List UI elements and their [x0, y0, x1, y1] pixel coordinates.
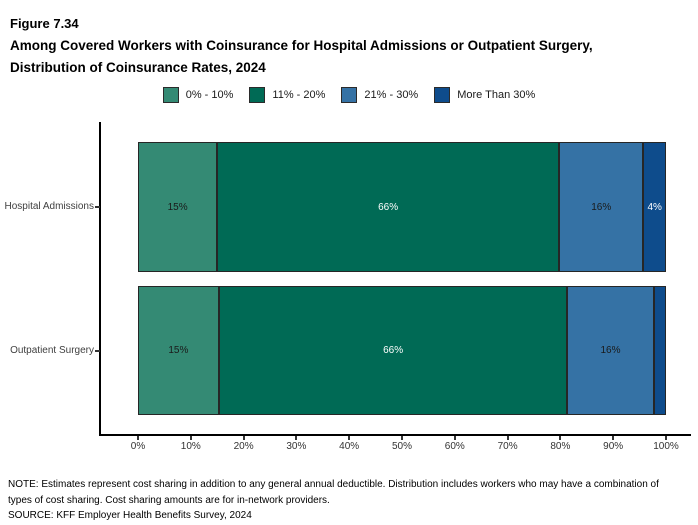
source-line: SOURCE: KFF Employer Health Benefits Sur… [8, 510, 252, 521]
x-axis-tick [401, 436, 403, 440]
legend-item-2: 11% - 20% [249, 87, 325, 103]
category-label: Hospital Admissions [4, 201, 94, 212]
legend-label: 21% - 30% [364, 89, 419, 101]
x-axis-tick [242, 436, 245, 440]
x-axis-tick-label: 100% [653, 441, 679, 452]
x-axis-tick [453, 436, 456, 440]
y-axis-line [99, 122, 101, 436]
x-axis-tick-label: 80% [550, 441, 571, 452]
legend-swatch-icon [249, 87, 266, 103]
legend-item-3: 21% - 30% [341, 87, 418, 103]
bar-hospital-admissions: 15% 66% 16% 4% [138, 142, 666, 272]
x-axis-tick-label: 0% [130, 441, 146, 452]
legend-item-4: More Than 30% [434, 87, 535, 103]
x-axis-tick-label: 50% [391, 441, 412, 452]
x-axis-tick [612, 436, 615, 440]
figure-number: Figure 7.34 [10, 16, 79, 31]
bar-segment: 16% [567, 286, 654, 415]
segment-value-label: 66% [383, 345, 404, 356]
legend-swatch-icon [341, 87, 358, 103]
bar-segment: 66% [218, 286, 568, 415]
legend: 0% - 10% 11% - 20% 21% - 30% More Than 30% [0, 87, 698, 103]
note-line1: NOTE: Estimates represent cost sharing i… [8, 479, 659, 490]
legend-swatch-icon [434, 87, 451, 103]
segment-value-label: 15% [167, 201, 188, 213]
x-axis-tick-label: 10% [180, 441, 201, 452]
x-axis-tick [665, 436, 667, 440]
legend-swatch-icon [162, 87, 179, 103]
legend-item-1: 0% - 10% [162, 87, 234, 103]
x-axis-tick-label: 70% [497, 441, 518, 452]
segment-value-label: 16% [591, 201, 612, 213]
x-axis-tick [559, 436, 562, 440]
x-axis-tick [348, 436, 351, 440]
x-axis-tick-label: 40% [339, 441, 360, 452]
y-axis-tick [95, 349, 100, 352]
segment-value-label: 4% [647, 201, 662, 213]
footnotes: NOTE: Estimates represent cost sharing i… [8, 477, 659, 524]
x-axis-tick-label: 60% [444, 441, 465, 452]
bar-segment: 16% [559, 142, 644, 272]
bar-segment: 66% [217, 142, 560, 272]
segment-value-label: 66% [378, 201, 399, 213]
segment-value-label: 15% [168, 345, 189, 356]
bar-outpatient-surgery: 15% 66% 16% [138, 286, 666, 415]
bar-segment: 4% [643, 142, 666, 272]
x-axis-tick-label: 90% [603, 441, 624, 452]
x-axis-tick [137, 436, 139, 440]
figure-title-line1: Among Covered Workers with Coinsurance f… [10, 38, 593, 53]
bar-segment [653, 286, 666, 415]
x-axis-tick [295, 436, 298, 440]
bar-segment: 15% [138, 142, 218, 272]
figure-title-line2: Distribution of Coinsurance Rates, 2024 [10, 60, 266, 75]
note-line2: types of cost sharing. Cost sharing amou… [8, 494, 330, 506]
x-axis-tick-label: 30% [286, 441, 307, 452]
y-axis-tick [95, 206, 100, 208]
category-label: Outpatient Surgery [10, 344, 94, 356]
x-axis-tick-label: 20% [233, 441, 254, 452]
bar-segment: 15% [138, 286, 219, 415]
x-axis-tick [189, 436, 192, 440]
legend-label: 0% - 10% [185, 89, 234, 101]
title-block: Figure 7.34 Among Covered Workers with C… [10, 13, 593, 79]
x-axis-line [99, 434, 691, 436]
segment-value-label: 16% [600, 345, 621, 356]
legend-label: 11% - 20% [272, 89, 326, 101]
legend-label: More Than 30% [457, 89, 536, 101]
x-axis-tick [506, 436, 509, 440]
